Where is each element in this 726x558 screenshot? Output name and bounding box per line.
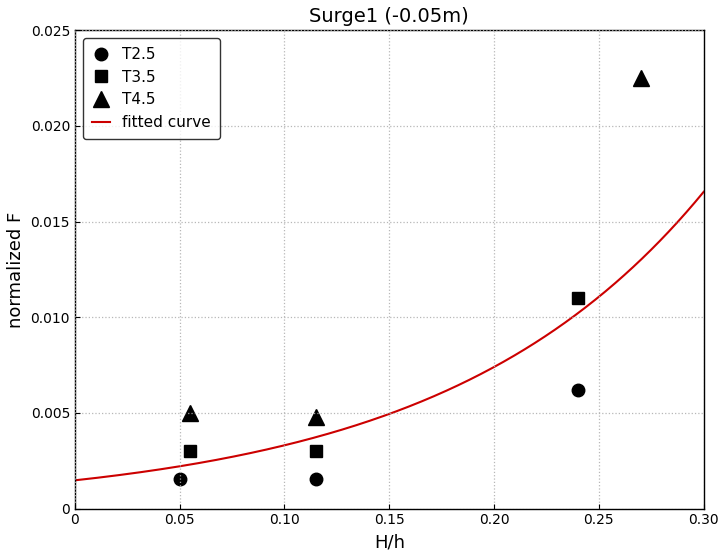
fitted curve <box>445 386 454 393</box>
Legend: T2.5, T3.5, T4.5, fitted curve: T2.5, T3.5, T4.5, fitted curve <box>83 38 220 139</box>
fitted curve <box>586 300 595 307</box>
Line: T3.5: T3.5 <box>184 292 584 458</box>
Y-axis label: normalized F: normalized F <box>7 211 25 328</box>
T3.5 <box>186 448 195 455</box>
T3.5 <box>574 295 582 301</box>
Line: T4.5: T4.5 <box>182 70 648 425</box>
fitted curve <box>699 189 708 195</box>
T2.5 <box>175 475 184 482</box>
Title: Surge1 (-0.05m): Surge1 (-0.05m) <box>309 7 469 26</box>
Line: fitted curve: fitted curve <box>75 192 703 480</box>
fitted curve <box>685 206 693 213</box>
T3.5 <box>311 448 320 455</box>
T2.5 <box>311 475 320 482</box>
T4.5 <box>186 410 195 416</box>
fitted curve <box>373 415 382 421</box>
T2.5 <box>574 387 582 393</box>
fitted curve <box>411 401 420 407</box>
X-axis label: H/h: H/h <box>374 533 405 551</box>
T4.5 <box>637 75 645 81</box>
fitted curve <box>370 416 378 423</box>
T4.5 <box>311 413 320 420</box>
fitted curve <box>70 477 79 484</box>
Line: T2.5: T2.5 <box>174 384 584 485</box>
